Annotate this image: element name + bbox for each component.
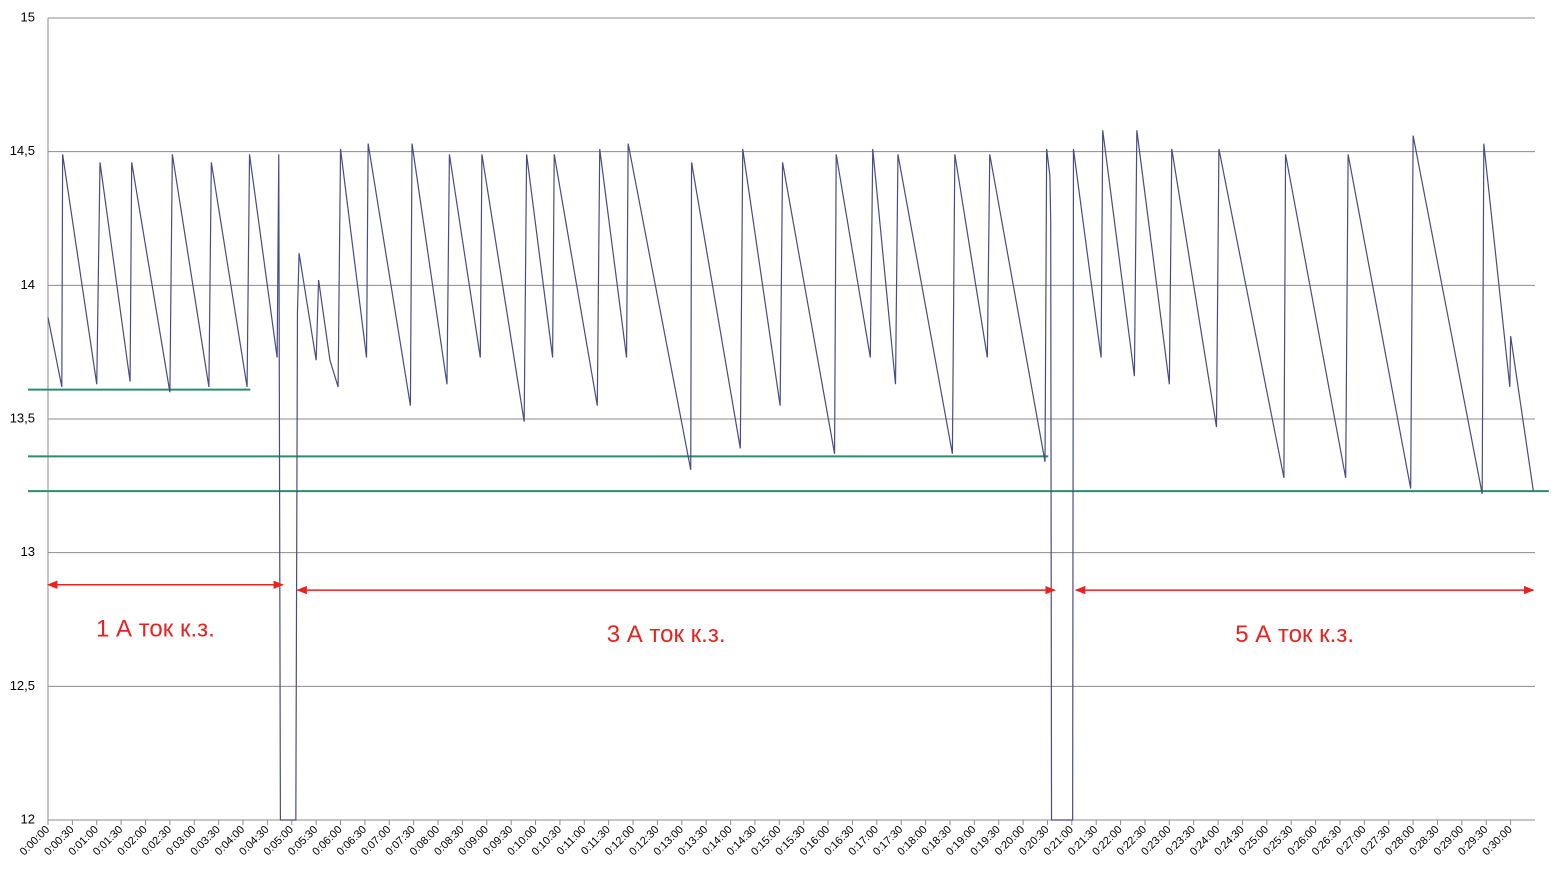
annotation: 1 А ток к.з.: [96, 616, 215, 643]
annotation: 5 А ток к.з.: [1235, 621, 1354, 648]
annotation: 3 А ток к.з.: [607, 621, 726, 648]
y-tick-label: 13,5: [10, 410, 35, 425]
y-tick-label: 14,5: [10, 143, 35, 158]
series-line: [47, 130, 1534, 821]
y-tick-label: 12,5: [10, 678, 35, 693]
y-tick-label: 15: [21, 9, 35, 24]
y-tick-label: 13: [21, 544, 35, 559]
y-tick-label: 14: [21, 277, 35, 292]
y-tick-label: 12: [21, 811, 35, 826]
